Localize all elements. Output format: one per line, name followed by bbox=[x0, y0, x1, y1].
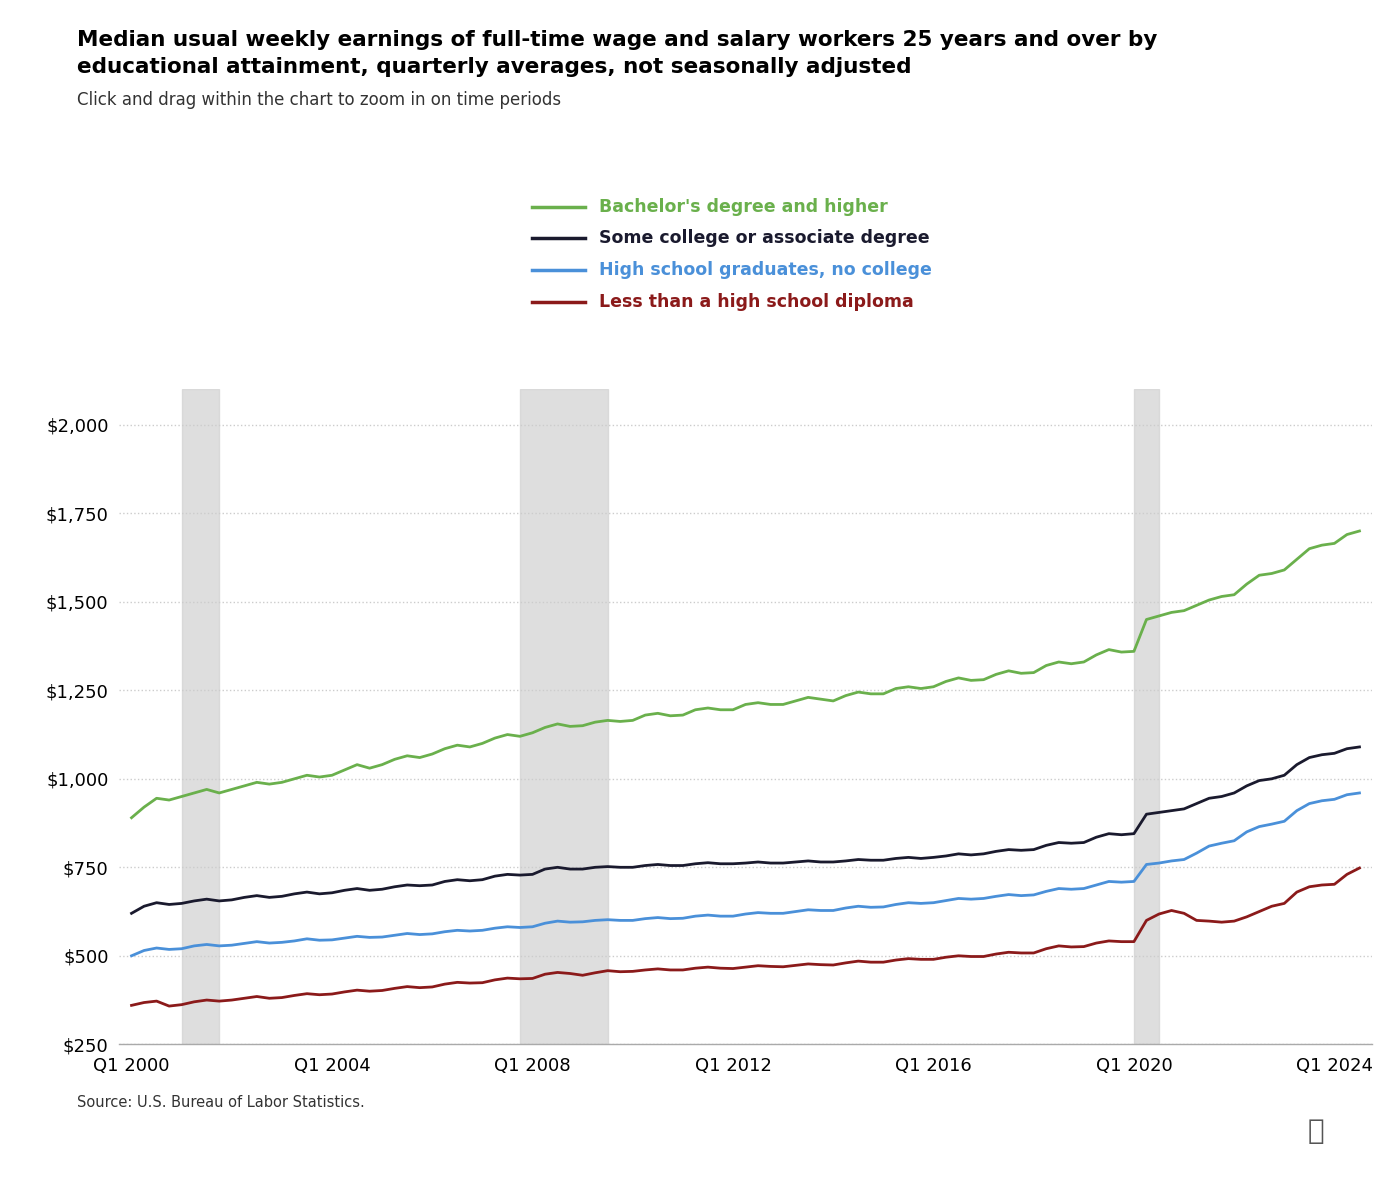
Text: Median usual weekly earnings of full-time wage and salary workers 25 years and o: Median usual weekly earnings of full-tim… bbox=[77, 30, 1158, 50]
Text: Bachelor's degree and higher: Bachelor's degree and higher bbox=[599, 197, 888, 216]
Bar bbox=[182, 389, 220, 1044]
Text: Some college or associate degree: Some college or associate degree bbox=[599, 229, 930, 248]
Text: High school graduates, no college: High school graduates, no college bbox=[599, 261, 932, 280]
Text: Click and drag within the chart to zoom in on time periods: Click and drag within the chart to zoom … bbox=[77, 91, 561, 109]
Bar bbox=[519, 389, 608, 1044]
Bar bbox=[1134, 389, 1159, 1044]
Text: educational attainment, quarterly averages, not seasonally adjusted: educational attainment, quarterly averag… bbox=[77, 57, 911, 77]
Text: ⤓: ⤓ bbox=[1308, 1116, 1324, 1145]
Text: Less than a high school diploma: Less than a high school diploma bbox=[599, 293, 914, 312]
Text: Source: U.S. Bureau of Labor Statistics.: Source: U.S. Bureau of Labor Statistics. bbox=[77, 1095, 365, 1110]
